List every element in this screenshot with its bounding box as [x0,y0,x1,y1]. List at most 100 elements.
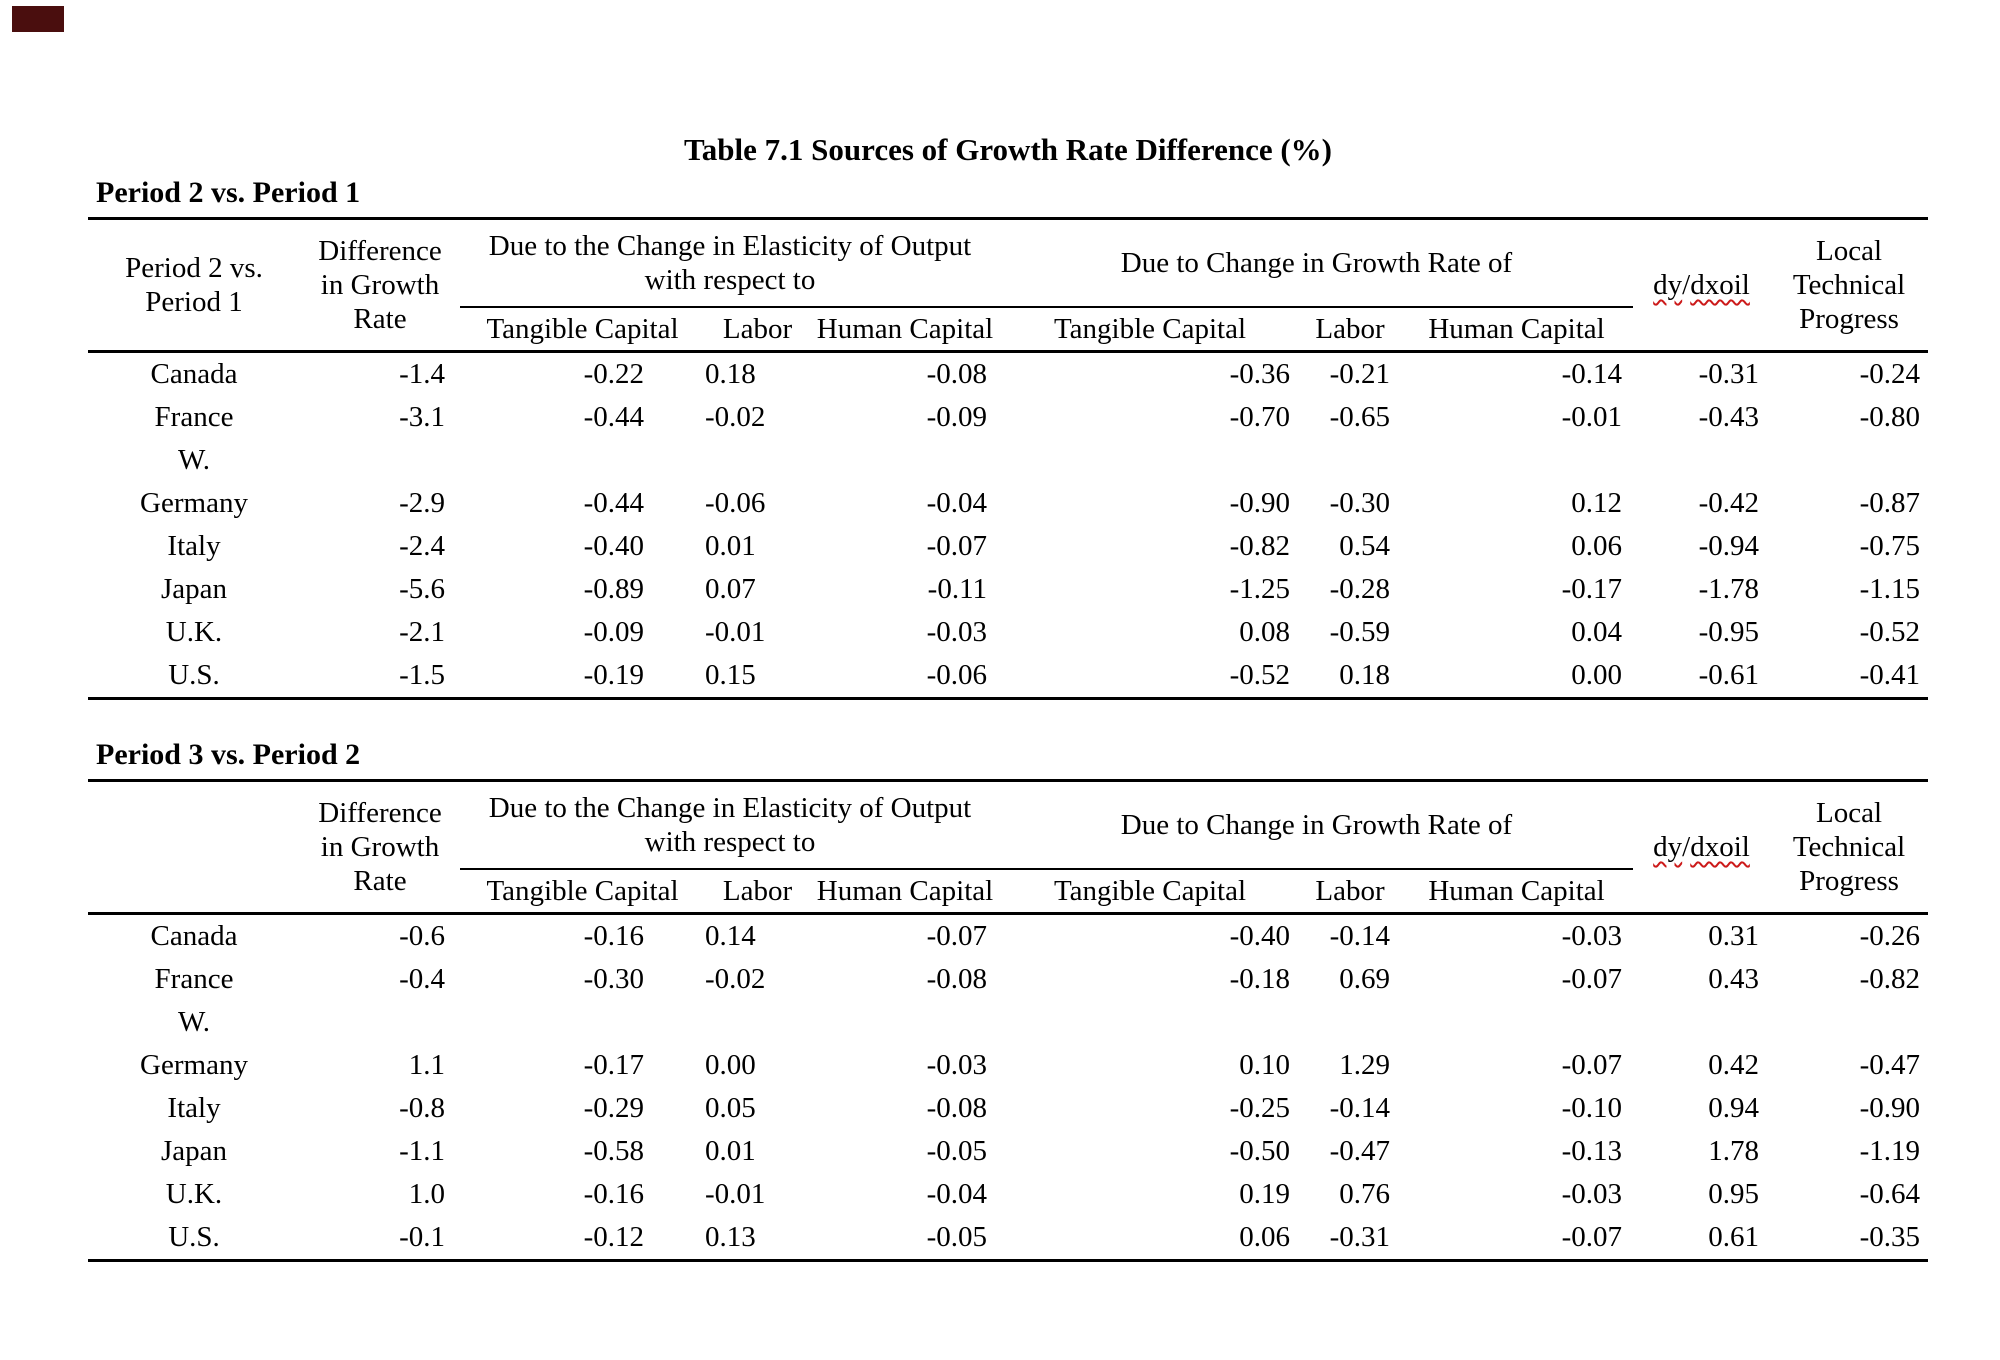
country-label: U.S. [168,1221,220,1253]
value-cell: -0.94 [1698,530,1760,562]
value-cell: -0.80 [1859,401,1921,433]
group-header-growth-rate: Due to Change in Growth Rate of [1000,218,1634,308]
value-cell: -0.10 [1561,1092,1623,1124]
value-cell: 0.06 [1239,1221,1290,1253]
value-cell: 0.12 [1571,487,1623,519]
value-cell: 0.95 [1708,1178,1760,1210]
panel-label: Period 3 vs. Period 2 [96,738,361,771]
value-cell [1000,439,1300,482]
value-cell: 0.18 [705,358,756,390]
table-row: U.K. -2.1 -0.09 -0.01 -0.03 0.08 -0.59 0.04 -0.9… [88,611,1928,654]
value-cell: -0.08 [926,1092,987,1124]
value-cell: -0.12 [583,1221,644,1253]
value-cell: -0.01 [1561,401,1623,433]
value-cell: -0.29 [583,1092,644,1124]
value-cell [1000,1001,1300,1044]
table-body: Canada -0.6 -0.16 0.14 -0.07 -0.40 -0.14 -0.03 0… [88,914,1929,1261]
value-cell: -0.1 [399,1221,445,1253]
growth-table-period3-vs-period2: Difference in Growth Rate Due to the Cha… [88,779,1929,1262]
value-cell: -0.65 [1329,401,1390,433]
value-cell: -0.58 [583,1135,644,1167]
value-cell: 0.13 [705,1221,756,1253]
country-label: U.K. [165,1178,223,1210]
subheader-labor-1: Labor [722,874,793,907]
value-cell: -0.64 [1859,1178,1921,1210]
value-cell: -1.4 [399,358,445,390]
country-label: France [154,963,234,995]
value-cell: -0.22 [583,358,644,390]
col-header-difference: Difference in Growth Rate [318,797,442,897]
value-cell: -0.04 [926,487,987,519]
value-cell: -0.87 [1859,487,1921,519]
value-cell: -0.16 [583,920,644,952]
value-cell: 0.10 [1239,1049,1290,1081]
value-cell: -0.26 [1859,920,1921,952]
value-cell [705,1001,810,1044]
value-cell: -0.47 [1329,1135,1390,1167]
subheader-tangible-capital-2: Tangible Capital [1053,874,1247,907]
value-cell: -0.04 [926,1178,987,1210]
value-cell: 0.54 [1339,530,1390,562]
value-cell: 0.04 [1571,616,1623,648]
value-cell: -0.06 [926,659,987,691]
country-label: Japan [160,1135,228,1167]
value-cell: -0.8 [399,1092,445,1124]
value-cell: 0.19 [1239,1178,1290,1210]
subheader-labor-2: Labor [1315,312,1385,345]
value-cell: -0.17 [583,1049,644,1081]
value-cell: -0.30 [1329,487,1390,519]
value-cell: -0.61 [1698,659,1760,691]
subheader-labor-1: Labor [722,312,793,345]
table-row: U.K. 1.0 -0.16 -0.01 -0.04 0.19 0.76 -0.03 0.95 -… [88,1173,1928,1216]
panel-label: Period 2 vs. Period 1 [96,176,361,209]
dxoil-text: dxoil [1690,831,1750,863]
value-cell: -0.03 [926,1049,987,1081]
country-label: Italy [167,530,221,562]
value-cell: -0.14 [1561,358,1623,390]
value-cell: 1.78 [1708,1135,1760,1167]
value-cell: -0.02 [705,401,766,433]
value-cell: -2.4 [399,530,445,562]
country-label: Canada [150,920,238,952]
value-cell: -1.19 [1859,1135,1921,1167]
value-cell: 0.94 [1708,1092,1760,1124]
table-row: Canada -1.4 -0.22 0.18 -0.08 -0.36 -0.21 -0.14 -… [88,352,1928,397]
value-cell [705,439,810,482]
value-cell [1633,1001,1770,1044]
value-cell: 1.29 [1339,1049,1390,1081]
value-cell: -0.43 [1698,401,1760,433]
value-cell: -0.08 [926,358,987,390]
value-cell: -0.25 [1229,1092,1290,1124]
value-cell: -0.75 [1859,530,1921,562]
country-label: Italy [167,1092,221,1124]
table-row: Japan -1.1 -0.58 0.01 -0.05 -0.50 -0.47 -0.13 1.… [88,1130,1928,1173]
value-cell: 0.61 [1708,1221,1760,1253]
country-label: W. [178,444,210,476]
value-cell: -0.07 [926,920,987,952]
value-cell [1300,1001,1400,1044]
value-cell: 0.18 [1339,659,1390,691]
table-row: Germany 1.1 -0.17 0.00 -0.03 0.10 1.29 -0.07 0.4… [88,1044,1928,1087]
value-cell: -0.31 [1329,1221,1390,1253]
dy-slash: / [1682,831,1691,863]
subheader-labor-2: Labor [1315,874,1385,907]
value-cell: -0.40 [583,530,644,562]
table-title: Table 7.1 Sources of Growth Rate Differe… [683,132,1333,167]
panel-period3-vs-period2: Period 3 vs. Period 2 Difference in Grow… [88,738,1929,1262]
growth-table-period2-vs-period1: Period 2 vs. Period 1 Difference in Grow… [88,217,1929,700]
value-cell: -0.44 [583,401,644,433]
value-cell: 0.06 [1571,530,1623,562]
value-cell: 0.14 [705,920,756,952]
value-cell: 0.00 [705,1049,756,1081]
value-cell: -0.03 [1561,1178,1623,1210]
value-cell: -0.08 [926,963,987,995]
value-cell: -0.47 [1859,1049,1921,1081]
value-cell: -0.07 [926,530,987,562]
value-cell [1633,439,1770,482]
value-cell: -0.90 [1229,487,1290,519]
value-cell: -0.36 [1229,358,1290,390]
subheader-human-capital-2: Human Capital [1428,312,1605,345]
value-cell: -0.02 [705,963,766,995]
country-label: Japan [160,573,228,605]
